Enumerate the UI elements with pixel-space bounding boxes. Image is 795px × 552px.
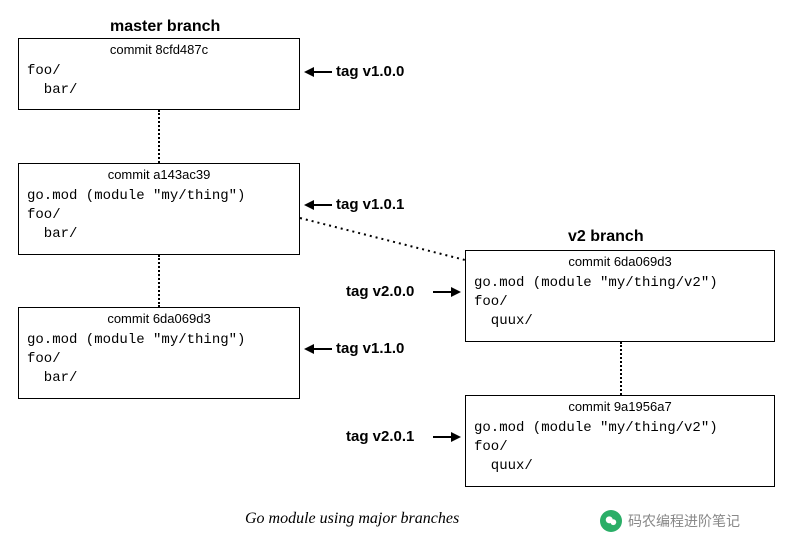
arrow-right-icon: [433, 429, 461, 445]
tag-v2.0.0: tag v2.0.0: [346, 283, 414, 300]
tag-v1.1.0: tag v1.1.0: [336, 340, 404, 357]
wechat-icon: [600, 510, 622, 532]
arrow-left-icon: [304, 341, 332, 357]
diagram-caption: Go module using major branches: [245, 510, 459, 528]
commit-body: go.mod (module "my/thing") foo/ bar/: [19, 329, 299, 394]
watermark-text: 码农编程进阶笔记: [628, 511, 740, 531]
dotted-connector: [620, 342, 622, 395]
commit-box-3: commit 6da069d3 go.mod (module "my/thing…: [18, 307, 300, 399]
commit-box-4: commit 6da069d3 go.mod (module "my/thing…: [465, 250, 775, 342]
commit-body: go.mod (module "my/thing/v2") foo/ quux/: [466, 417, 774, 482]
commit-header: commit 6da069d3: [466, 251, 774, 272]
commit-body: go.mod (module "my/thing/v2") foo/ quux/: [466, 272, 774, 337]
commit-header: commit 6da069d3: [19, 308, 299, 329]
commit-box-5: commit 9a1956a7 go.mod (module "my/thing…: [465, 395, 775, 487]
arrow-right-icon: [433, 284, 461, 300]
tag-v2.0.1: tag v2.0.1: [346, 428, 414, 445]
watermark: 码农编程进阶笔记: [600, 510, 740, 532]
commit-header: commit 9a1956a7: [466, 396, 774, 417]
